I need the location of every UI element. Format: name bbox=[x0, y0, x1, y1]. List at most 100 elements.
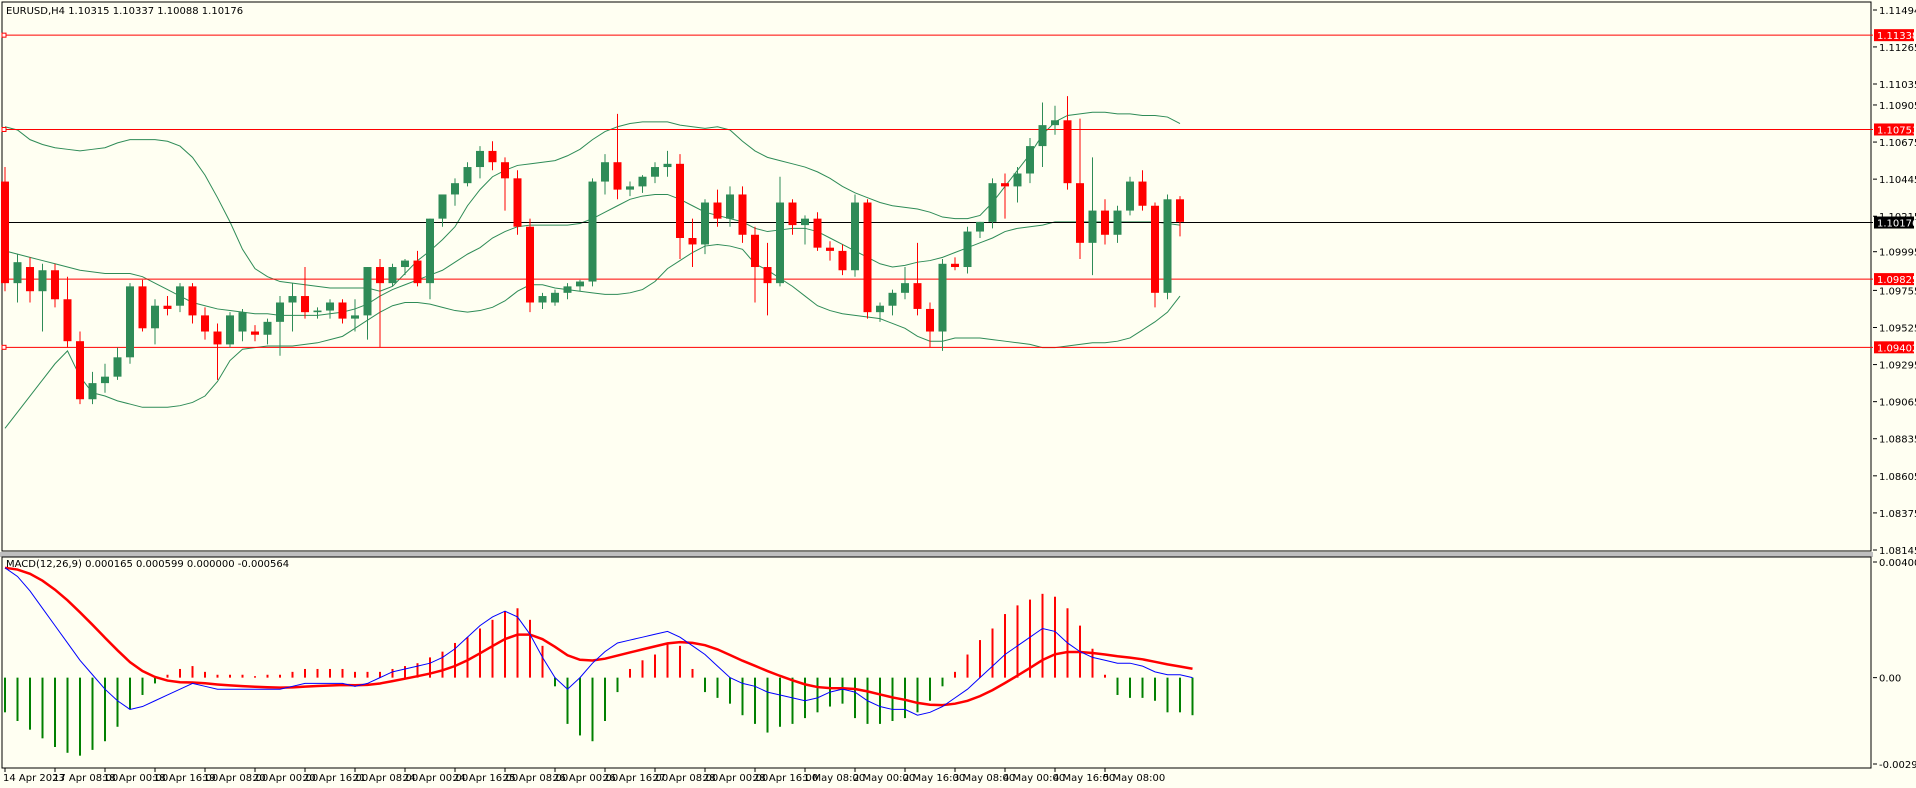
candle bbox=[1113, 205, 1122, 243]
candle-body bbox=[951, 263, 959, 268]
time-tick-label: 5 May 08:00 bbox=[1103, 773, 1165, 784]
candle bbox=[1038, 102, 1047, 168]
candle bbox=[426, 218, 434, 300]
candle-body bbox=[576, 281, 584, 287]
time-tick-label: 28 Apr 00:00 bbox=[703, 773, 768, 784]
candle-body bbox=[588, 181, 597, 282]
candle-body bbox=[788, 202, 797, 226]
candle bbox=[963, 226, 972, 274]
candle bbox=[326, 299, 334, 319]
level-price-label: 1.10753 bbox=[1877, 125, 1916, 136]
horizontal-levels[interactable]: 1.11338 1.10753 1.09825 1.09402 1.10176 bbox=[1, 29, 1916, 354]
macd-signal-line bbox=[4, 566, 1193, 707]
candle-body bbox=[326, 302, 334, 311]
candle bbox=[588, 178, 597, 287]
candle bbox=[951, 257, 959, 271]
candle bbox=[201, 307, 209, 340]
candle bbox=[751, 226, 759, 303]
macd-histogram bbox=[4, 593, 1194, 756]
price-pane[interactable]: 1.11494 1.11265 1.11035 1.10905 1.10675 1.104… bbox=[1, 1, 1916, 557]
candle-body bbox=[288, 296, 297, 303]
candle-body bbox=[838, 250, 847, 271]
candle bbox=[1026, 138, 1034, 184]
candle-body bbox=[313, 310, 322, 313]
candle-body bbox=[163, 305, 172, 309]
candle bbox=[913, 242, 922, 316]
price-tick-label: 1.11265 bbox=[1879, 43, 1916, 54]
candle bbox=[276, 296, 284, 356]
time-tick-label: 2 May 16:00 bbox=[903, 773, 965, 784]
candle-body bbox=[638, 176, 647, 187]
candle bbox=[51, 263, 59, 308]
current-price-badge bbox=[1874, 216, 1914, 229]
candle-body bbox=[438, 194, 447, 219]
price-axis-ticks: 1.11494 1.11265 1.11035 1.10905 1.10675 1.104… bbox=[1873, 6, 1916, 557]
candle-body bbox=[513, 178, 522, 227]
candle bbox=[1088, 157, 1097, 276]
candle-body bbox=[488, 150, 497, 163]
candle bbox=[488, 141, 497, 171]
candle bbox=[463, 162, 472, 187]
candle-body bbox=[1126, 181, 1134, 211]
candle bbox=[776, 176, 784, 287]
candle bbox=[188, 283, 197, 324]
macd-pane[interactable]: 0.004001 0.00 -0.002988 MACD(12,26,9) 0.00… bbox=[1, 556, 1916, 771]
candle-body bbox=[613, 162, 622, 190]
candle-body bbox=[601, 162, 609, 182]
macd-axis-ticks: 0.004001 0.00 -0.002988 bbox=[1873, 558, 1916, 771]
candle-body bbox=[351, 315, 359, 319]
candle-body bbox=[463, 167, 472, 184]
candle bbox=[1051, 105, 1059, 135]
candle bbox=[263, 318, 272, 345]
price-tick-label: 1.08835 bbox=[1879, 435, 1916, 446]
macd-main-line bbox=[4, 567, 1193, 716]
candle-body bbox=[1176, 199, 1184, 222]
candle-body bbox=[688, 237, 697, 245]
candle-body bbox=[1088, 210, 1097, 243]
candle-body bbox=[263, 321, 272, 335]
price-tick-label: 1.08145 bbox=[1879, 546, 1916, 557]
candle bbox=[351, 299, 359, 332]
time-tick-label: 1 May 08:00 bbox=[803, 773, 865, 784]
candle bbox=[238, 308, 247, 342]
current-price-label: 1.10176 bbox=[1877, 219, 1916, 230]
candle-body bbox=[176, 286, 184, 306]
candle-body bbox=[1051, 120, 1059, 126]
candle-body bbox=[751, 234, 759, 268]
candle-body bbox=[726, 194, 734, 219]
level-price-badge bbox=[1874, 29, 1914, 42]
candle bbox=[1138, 170, 1147, 211]
price-tick-label: 1.10905 bbox=[1879, 101, 1916, 112]
candle bbox=[1101, 199, 1109, 245]
candle-body bbox=[126, 286, 134, 358]
candle-body bbox=[301, 296, 309, 313]
candle bbox=[1, 167, 9, 292]
candle-body bbox=[76, 341, 84, 400]
level-anchor bbox=[1, 32, 7, 38]
candle bbox=[363, 267, 372, 340]
candle-body bbox=[451, 183, 459, 195]
pane-splitter[interactable] bbox=[0, 552, 1873, 557]
band-lower bbox=[4, 243, 1181, 429]
candle bbox=[288, 283, 297, 332]
time-tick-label: 21 Apr 08:00 bbox=[353, 773, 418, 784]
price-tick-label: 1.10445 bbox=[1879, 175, 1916, 186]
time-tick-label: 20 Apr 16:00 bbox=[303, 773, 368, 784]
candle bbox=[213, 323, 222, 380]
candle-body bbox=[526, 226, 534, 303]
candle bbox=[638, 175, 647, 193]
candle-body bbox=[851, 202, 859, 271]
candle bbox=[563, 283, 572, 300]
candle bbox=[726, 186, 734, 227]
candle-body bbox=[1001, 183, 1009, 187]
candle bbox=[988, 178, 997, 229]
candle-body bbox=[913, 283, 922, 309]
price-tick-label: 1.08605 bbox=[1879, 472, 1916, 483]
candle bbox=[576, 279, 584, 292]
candle-body bbox=[1063, 120, 1072, 184]
candle-body bbox=[551, 292, 559, 303]
candle bbox=[788, 199, 797, 235]
